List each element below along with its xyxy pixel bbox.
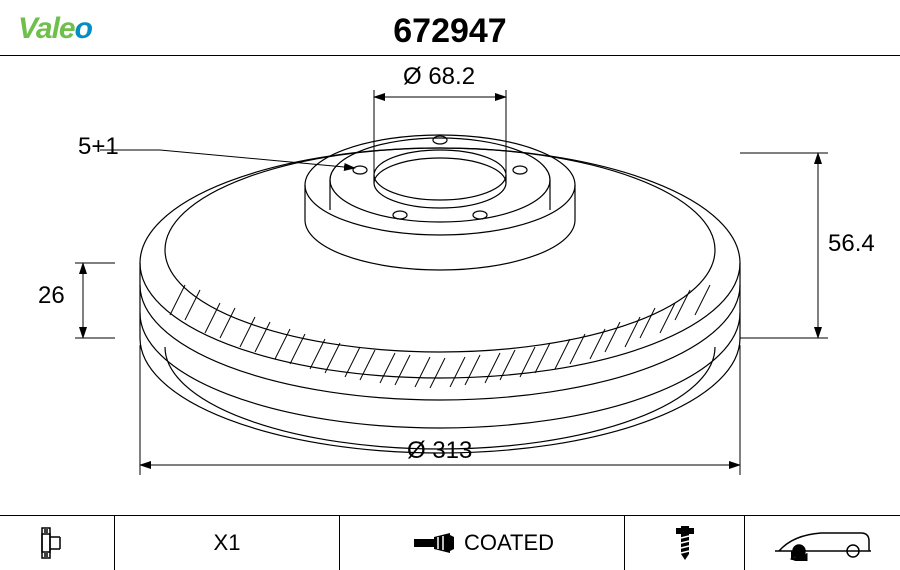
footer-bar: X1 COATED — [0, 515, 900, 570]
dim-outer-diameter: Ø 313 — [407, 437, 472, 465]
footer-cell-rotor-icon — [0, 516, 115, 570]
quantity-label: X1 — [214, 530, 241, 556]
brand-logo-text: Valeo — [18, 12, 92, 46]
coated-label: COATED — [464, 530, 554, 556]
dim-thickness: 26 — [38, 282, 65, 310]
technical-drawing: Ø 68.2 5+1 56.4 26 Ø 313 — [20, 55, 880, 490]
footer-cell-coated: COATED — [340, 516, 625, 570]
footer-cell-quantity: X1 — [115, 516, 340, 570]
dim-bore-diameter: Ø 68.2 — [403, 63, 475, 91]
footer-cell-vehicle — [745, 516, 900, 570]
brake-rotor-side-icon — [36, 524, 78, 562]
dim-bolt-pattern: 5+1 — [78, 133, 119, 161]
brand-logo: Valeo — [18, 12, 92, 46]
dim-overall-height: 56.4 — [828, 230, 875, 258]
paintbrush-icon — [410, 525, 454, 561]
screw-icon — [668, 524, 702, 562]
car-front-axle-icon — [773, 525, 873, 561]
part-number: 672947 — [393, 12, 506, 51]
footer-cell-screw — [625, 516, 745, 570]
